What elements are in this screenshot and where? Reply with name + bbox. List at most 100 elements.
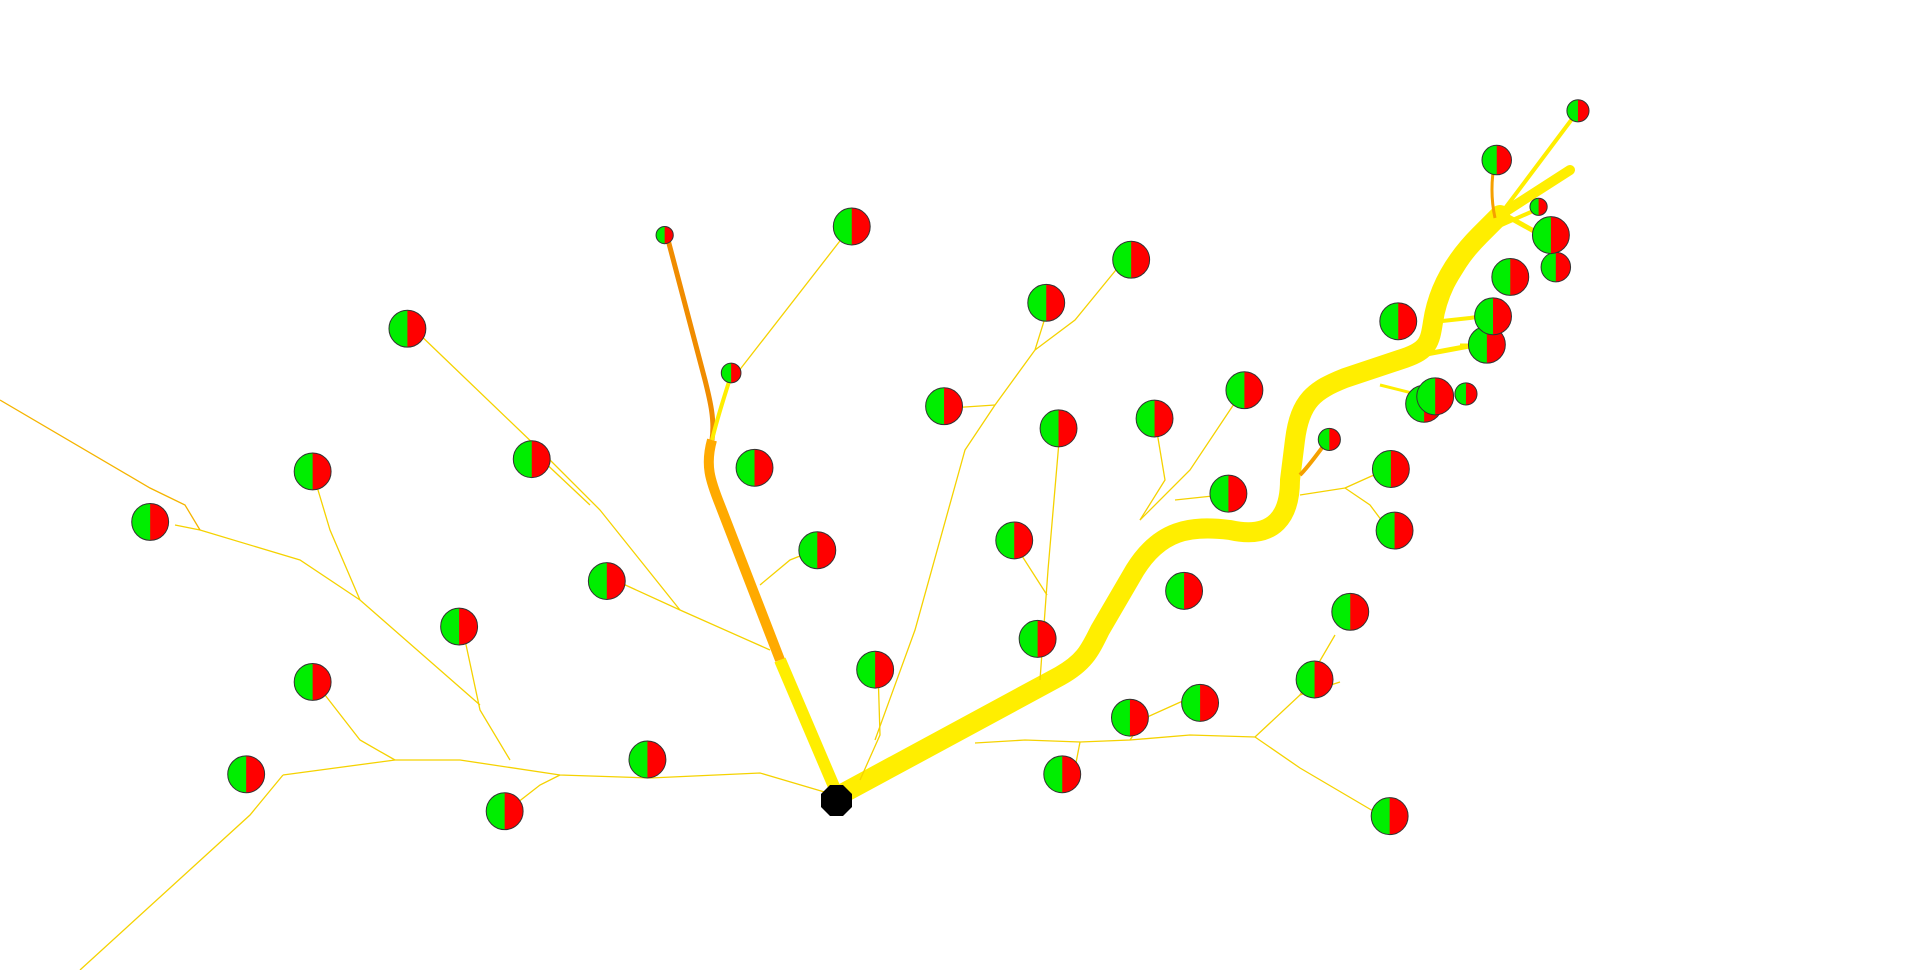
flow-node[interactable] [1165, 571, 1204, 610]
flow-node[interactable] [227, 755, 266, 794]
flow-node[interactable] [1454, 382, 1478, 406]
node-outline [1491, 258, 1530, 296]
node-outline [293, 663, 332, 701]
flow-node[interactable] [131, 502, 170, 541]
node-outline [1027, 283, 1066, 322]
flow-node[interactable] [1375, 511, 1414, 550]
flow-node[interactable] [1039, 409, 1078, 448]
thin-left-branch-b [174, 524, 481, 706]
flow-node[interactable] [1135, 399, 1174, 438]
flow-orange-mid [703, 438, 785, 662]
node-red-share [1390, 450, 1410, 488]
node-outline [1181, 683, 1220, 722]
thin-center-a [859, 669, 881, 781]
flow-node[interactable] [1467, 325, 1506, 364]
flow-node[interactable] [485, 792, 524, 831]
flow-node[interactable] [720, 362, 742, 384]
flow-node[interactable] [1491, 258, 1530, 296]
node-red-share [504, 792, 524, 830]
node-red-share [647, 741, 666, 778]
flow-node[interactable] [293, 452, 332, 491]
flow-node[interactable] [1379, 302, 1418, 341]
flow-node[interactable] [1043, 755, 1082, 794]
node-red-share [1200, 684, 1219, 722]
flow-node[interactable] [1027, 283, 1066, 322]
flow-node[interactable] [388, 309, 427, 348]
thin-center-g [1139, 419, 1166, 521]
flow-node[interactable] [995, 521, 1034, 560]
node-outline [293, 452, 332, 491]
flow-node[interactable] [1018, 619, 1057, 658]
node-outline [1295, 660, 1334, 699]
node-outline [856, 650, 895, 689]
flow-node[interactable] [1181, 683, 1220, 722]
node-red-share [1510, 258, 1529, 296]
thin-left-branch-a [464, 639, 511, 761]
flow-node[interactable] [1295, 660, 1334, 699]
node-red-share [754, 449, 773, 487]
node-red-share [246, 755, 265, 793]
flow-node[interactable] [1209, 474, 1248, 513]
node-outline [512, 440, 551, 479]
node-outline [1474, 297, 1512, 336]
flow-node[interactable] [512, 440, 551, 479]
flow-nodes [131, 99, 1590, 836]
root-node[interactable] [821, 785, 852, 816]
node-red-share [875, 651, 894, 689]
node-red-share [150, 503, 169, 541]
flow-main-upper [1428, 165, 1575, 327]
flow-node[interactable] [1112, 240, 1151, 279]
flow-node[interactable] [1474, 297, 1512, 336]
flow-node[interactable] [1371, 450, 1410, 488]
node-red-share [1394, 512, 1413, 549]
node-outline [227, 755, 266, 794]
flow-node[interactable] [735, 448, 774, 487]
flow-node[interactable] [1110, 698, 1149, 737]
node-outline [440, 607, 479, 646]
flow-node[interactable] [1529, 197, 1548, 216]
node-red-share [1577, 99, 1590, 122]
flow-node[interactable] [832, 207, 871, 246]
thin-left-branch-c [314, 479, 361, 601]
thin-mid-e [737, 227, 851, 373]
node-red-share [407, 310, 426, 348]
node-outline [1317, 427, 1341, 452]
flow-node[interactable] [925, 387, 964, 426]
node-red-share [731, 363, 741, 383]
node-outline [1112, 240, 1151, 279]
flow-node[interactable] [293, 663, 332, 701]
flow-node[interactable] [587, 562, 626, 600]
flow-node[interactable] [1481, 144, 1512, 176]
node-outline [587, 562, 626, 600]
node-red-share [1046, 284, 1065, 322]
thin-center-d [1034, 264, 1121, 351]
node-outline [1454, 382, 1478, 406]
node-red-share [312, 663, 332, 701]
node-outline [798, 531, 837, 570]
node-outline [485, 792, 524, 831]
flow-node[interactable] [1531, 216, 1570, 255]
flow-orange-lower [774, 657, 844, 799]
flow-node[interactable] [1566, 99, 1590, 123]
flow-node[interactable] [628, 740, 667, 779]
flow-node[interactable] [1225, 371, 1264, 410]
flow-node[interactable] [1331, 592, 1370, 631]
node-outline [1225, 371, 1264, 410]
node-red-share [1486, 326, 1506, 364]
flow-node[interactable] [1416, 377, 1455, 416]
node-outline [1165, 571, 1204, 610]
flow-node[interactable] [798, 531, 837, 570]
node-red-share [1493, 297, 1512, 335]
flow-node[interactable] [1370, 797, 1409, 836]
node-outline [1566, 99, 1590, 123]
node-red-share [1131, 241, 1150, 279]
thin-left-upper [324, 694, 396, 761]
flow-node[interactable] [655, 226, 674, 245]
flow-node[interactable] [1317, 427, 1341, 452]
node-outline [925, 387, 964, 426]
flow-node[interactable] [1540, 251, 1572, 283]
flow-node[interactable] [440, 607, 479, 646]
flow-node[interactable] [856, 650, 895, 689]
